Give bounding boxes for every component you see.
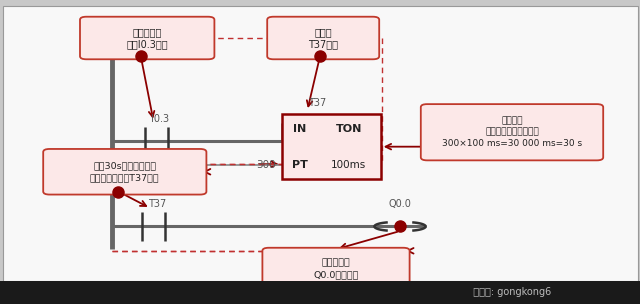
FancyBboxPatch shape: [421, 104, 604, 161]
Text: 300: 300: [256, 160, 275, 170]
Text: Q0.0线圈得电: Q0.0线圈得电: [314, 270, 358, 279]
Text: PT: PT: [292, 160, 307, 170]
Text: 【说明】: 【说明】: [501, 116, 523, 125]
Text: Q0.0: Q0.0: [388, 199, 412, 209]
Text: 输出继电器: 输出继电器: [322, 259, 350, 268]
Text: I0.3: I0.3: [151, 114, 169, 123]
Bar: [0, 281, 640, 304]
Text: 触点I0.3闭合: 触点I0.3闭合: [126, 39, 168, 49]
Bar: [282, 114, 381, 179]
Text: T37: T37: [308, 98, 326, 108]
FancyBboxPatch shape: [268, 17, 380, 59]
Text: IN: IN: [293, 124, 306, 133]
Text: 定时器的定时时间为：: 定时器的定时时间为：: [485, 128, 539, 137]
Text: TON: TON: [335, 124, 362, 133]
Text: 输入继电器: 输入继电器: [132, 27, 162, 37]
Text: T37: T37: [148, 199, 166, 209]
Text: 100ms: 100ms: [331, 160, 367, 170]
FancyBboxPatch shape: [44, 149, 206, 195]
FancyBboxPatch shape: [3, 6, 638, 281]
Text: 延时30s后定时器延时: 延时30s后定时器延时: [93, 161, 156, 171]
Text: 300×100 ms=30 000 ms=30 s: 300×100 ms=30 000 ms=30 s: [442, 139, 582, 148]
FancyBboxPatch shape: [80, 17, 214, 59]
Text: 微信号: gongkong6: 微信号: gongkong6: [467, 288, 552, 297]
FancyBboxPatch shape: [262, 248, 410, 290]
Text: T37得电: T37得电: [308, 39, 338, 49]
Text: 闭合的常开触点T37闭合: 闭合的常开触点T37闭合: [90, 173, 159, 182]
Text: 定时器: 定时器: [314, 27, 332, 37]
